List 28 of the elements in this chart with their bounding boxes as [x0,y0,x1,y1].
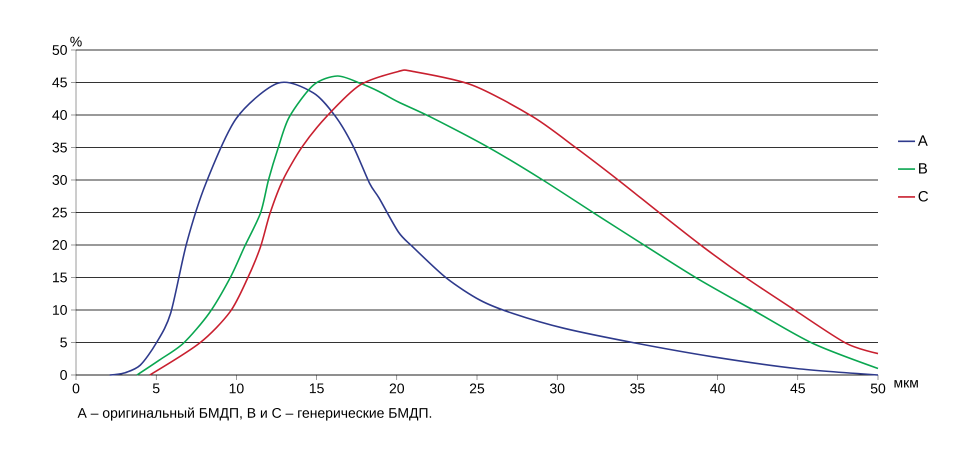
y-tick-label: 5 [60,338,67,348]
x-tick-label: 20 [390,384,404,394]
y-tick-label: 10 [53,305,67,315]
y-tick-label: 40 [52,110,67,120]
x-tick-label: 45 [790,384,805,394]
text: A – оригинальный БМДП, B и C – генерические БМДП. [78,407,432,421]
x-tick-label: 25 [470,384,484,394]
y-tick-label: 25 [52,208,67,218]
y-tick-label: 20 [52,240,67,250]
x-tick-label: 15 [310,384,324,394]
legend-label: B [919,163,927,174]
x-tick-label: 5 [152,384,160,394]
y-tick-label: 45 [52,78,67,88]
x-tick-label: 0 [72,384,80,394]
y-axis-title: % [70,36,82,46]
x-tick-label: 40 [710,384,725,394]
x-tick-label: 50 [870,384,886,394]
y-tick-label: 30 [52,175,67,185]
y-tick-label: 50 [52,45,67,55]
y-tick-label: 35 [52,142,67,152]
y-tick-label: 0 [60,370,67,380]
x-tick-label: 30 [550,384,564,394]
x-axis-title: мкм [894,380,918,388]
x-tick-label: 10 [230,384,244,394]
y-tick-label: 15 [53,272,67,282]
x-tick-label: 35 [630,384,645,394]
legend-label: A [918,135,928,146]
legend-label: C [918,190,928,202]
